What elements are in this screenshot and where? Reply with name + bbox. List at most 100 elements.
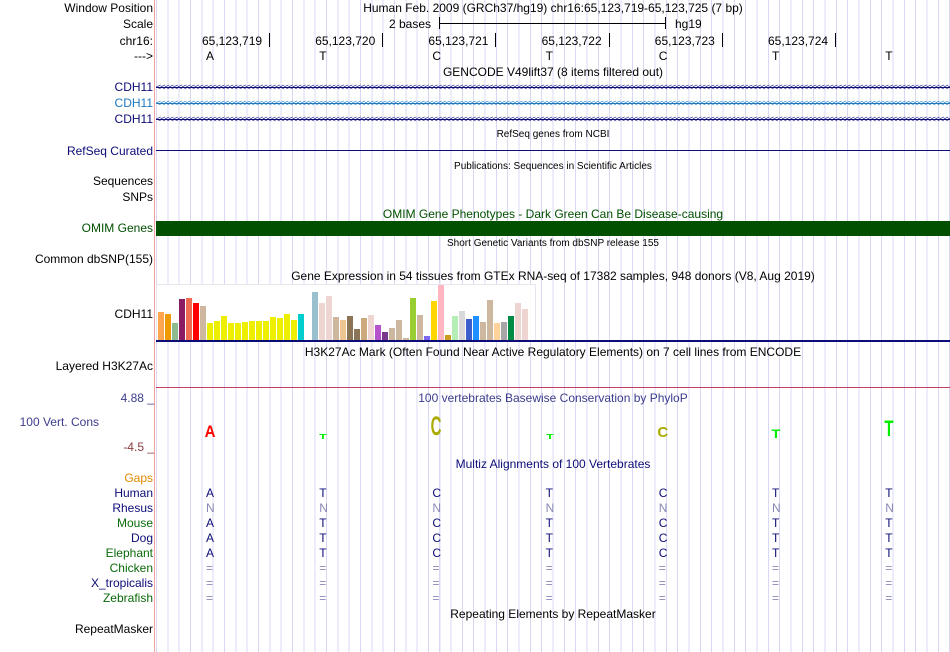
- aligned-base: T: [772, 531, 780, 545]
- gene-label-cdh11[interactable]: CDH11: [114, 112, 153, 126]
- gtex-tissue-bar[interactable]: [326, 296, 332, 340]
- gtex-tissue-bar[interactable]: [193, 303, 199, 340]
- gtex-tissue-bar[interactable]: [508, 316, 514, 340]
- refseq-gene-line[interactable]: [156, 150, 950, 151]
- gtex-tissue-bar[interactable]: [214, 321, 220, 340]
- gtex-tissue-bar[interactable]: [375, 325, 381, 340]
- gtex-tissue-bar[interactable]: [403, 338, 409, 340]
- gtex-tissue-bar[interactable]: [298, 314, 304, 340]
- gtex-tissue-bar[interactable]: [459, 311, 465, 340]
- gene-label-cdh11[interactable]: CDH11: [114, 80, 153, 94]
- refseq-label[interactable]: RefSeq Curated: [66, 144, 153, 158]
- gtex-tissue-bar[interactable]: [466, 319, 472, 340]
- aligned-base: C: [432, 546, 442, 560]
- species-label-dog[interactable]: Dog: [130, 531, 153, 545]
- gtex-tissue-bar[interactable]: [200, 306, 206, 340]
- gtex-tissue-bar[interactable]: [382, 332, 388, 340]
- gtex-tissue-bar[interactable]: [284, 314, 290, 340]
- gtex-label[interactable]: CDH11: [114, 307, 153, 321]
- gtex-tissue-bar[interactable]: [501, 322, 507, 340]
- conservation-letter: T: [884, 415, 894, 441]
- gtex-tissue-bar[interactable]: [158, 312, 164, 340]
- gtex-tissue-bar[interactable]: [186, 298, 192, 340]
- gtex-tissue-bar[interactable]: [165, 314, 171, 340]
- scale-label: Scale: [122, 17, 153, 31]
- base-letter: C: [658, 49, 668, 63]
- gtex-tissue-bar[interactable]: [207, 323, 213, 340]
- publications-snps-label[interactable]: SNPs: [122, 190, 153, 204]
- gtex-tissue-bar[interactable]: [515, 303, 521, 340]
- gtex-tissue-bar[interactable]: [228, 323, 234, 340]
- gtex-tissue-bar[interactable]: [291, 320, 297, 340]
- gtex-tissue-bar[interactable]: [277, 318, 283, 340]
- gtex-tissue-bar[interactable]: [172, 323, 178, 340]
- phylop-label[interactable]: 100 Vert. Cons: [19, 415, 99, 429]
- aligned-base: =: [772, 576, 780, 590]
- gtex-tissue-bar[interactable]: [340, 320, 346, 340]
- gtex-tissue-bar[interactable]: [368, 315, 374, 340]
- gtex-tissue-bar[interactable]: [396, 320, 402, 340]
- species-label-mouse[interactable]: Mouse: [116, 516, 153, 530]
- gtex-tissue-bar[interactable]: [333, 317, 339, 340]
- gtex-tissue-bar[interactable]: [487, 300, 493, 340]
- dbsnp-label[interactable]: Common dbSNP(155): [34, 252, 153, 266]
- repeatmasker-label[interactable]: RepeatMasker: [74, 622, 153, 636]
- species-label-chicken[interactable]: Chicken: [109, 561, 153, 575]
- gtex-tissue-bar[interactable]: [431, 301, 437, 340]
- position-label: 65,123,721: [428, 34, 489, 48]
- gtex-tissue-bar[interactable]: [270, 317, 276, 340]
- gtex-tissue-bar[interactable]: [410, 298, 416, 340]
- gtex-tissue-bar[interactable]: [438, 285, 444, 340]
- h3k27ac-label[interactable]: Layered H3K27Ac: [55, 359, 153, 373]
- gtex-tissue-bar[interactable]: [445, 335, 451, 340]
- aligned-base: N: [206, 501, 215, 515]
- gtex-tissue-bar[interactable]: [221, 316, 227, 340]
- gtex-tissue-bar[interactable]: [347, 316, 353, 340]
- aligned-base: T: [885, 516, 893, 530]
- gtex-tissue-bar[interactable]: [417, 315, 423, 340]
- position-tick: [269, 33, 270, 47]
- gtex-tissue-bar[interactable]: [494, 323, 500, 340]
- gtex-tissue-bar[interactable]: [354, 329, 360, 340]
- label-separator: [154, 0, 155, 652]
- gtex-tissue-bar[interactable]: [522, 309, 528, 340]
- gtex-tissue-bar[interactable]: [480, 322, 486, 340]
- gene-line[interactable]: [156, 87, 950, 88]
- gene-label-cdh11[interactable]: CDH11: [114, 96, 153, 110]
- gene-line[interactable]: [156, 103, 950, 104]
- gtex-tissue-bar[interactable]: [312, 292, 318, 340]
- aligned-base: T: [545, 486, 553, 500]
- gtex-tissue-bar[interactable]: [452, 316, 458, 340]
- scale-bar-left: [439, 17, 440, 29]
- gtex-tissue-bar[interactable]: [389, 328, 395, 340]
- gtex-tissue-bar[interactable]: [256, 321, 262, 340]
- base-letter: T: [885, 49, 893, 63]
- gene-line[interactable]: [156, 119, 950, 120]
- gtex-tissue-bar[interactable]: [424, 336, 430, 340]
- aligned-base: T: [319, 486, 327, 500]
- gtex-tissue-bar[interactable]: [249, 321, 255, 340]
- gaps-label: Gaps: [124, 471, 153, 485]
- repeatmasker-title: Repeating Elements by RepeatMasker: [450, 607, 656, 621]
- gtex-title: Gene Expression in 54 tissues from GTEx …: [291, 269, 815, 283]
- window-position-label: Window Position: [64, 1, 153, 15]
- gtex-tissue-bar[interactable]: [361, 318, 367, 340]
- species-label-zebrafish[interactable]: Zebrafish: [102, 591, 153, 605]
- species-label-rhesus[interactable]: Rhesus: [112, 501, 153, 515]
- publications-sequences-label[interactable]: Sequences: [92, 174, 153, 188]
- omim-label[interactable]: OMIM Genes: [81, 221, 153, 235]
- species-label-human[interactable]: Human: [114, 486, 153, 500]
- gtex-tissue-bar[interactable]: [473, 316, 479, 340]
- species-label-x_tropicalis[interactable]: X_tropicalis: [90, 576, 153, 590]
- species-label-elephant[interactable]: Elephant: [105, 546, 153, 560]
- gtex-tissue-bar[interactable]: [319, 303, 325, 340]
- base-letter: C: [432, 49, 442, 63]
- gtex-tissue-bar[interactable]: [263, 321, 269, 340]
- gtex-tissue-bar[interactable]: [242, 322, 248, 340]
- omim-gene-bar[interactable]: [156, 221, 950, 236]
- gtex-tissue-bar[interactable]: [179, 299, 185, 340]
- gtex-chart[interactable]: [156, 284, 536, 341]
- gtex-tissue-bar[interactable]: [235, 323, 241, 340]
- base-letter: T: [772, 49, 780, 63]
